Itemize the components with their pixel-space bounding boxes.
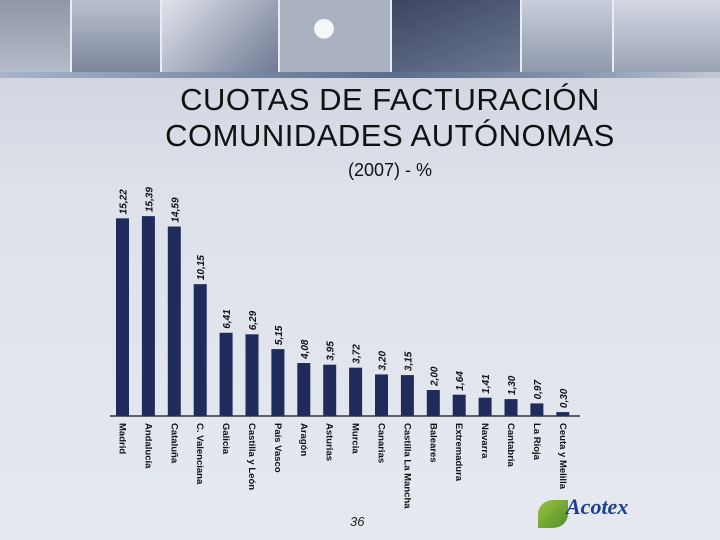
category-label-4: C. Valenciana: [194, 423, 205, 485]
page-title-line-2: COMUNIDADES AUTÓNOMAS: [165, 118, 615, 153]
category-label-16: Cantabria: [505, 423, 516, 468]
bar-17: [530, 403, 544, 416]
value-label-1: 15,22: [119, 189, 130, 214]
bar-8: [297, 363, 311, 416]
category-label-9: Asturias: [324, 423, 335, 461]
bar-13: [426, 390, 440, 416]
bar-18: [556, 412, 570, 416]
value-label-13: 2,00: [429, 366, 440, 387]
value-label-8: 4,08: [300, 339, 311, 360]
value-label-4: 10,15: [196, 255, 207, 280]
value-label-9: 3,95: [326, 341, 337, 361]
value-label-11: 3,20: [378, 351, 389, 371]
value-label-3: 14,59: [170, 197, 181, 222]
value-label-10: 3,72: [352, 344, 363, 364]
value-label-17: 0,97: [533, 380, 544, 400]
value-labels-layer: 15,22 15,39 14,59 10,15 6,41 6,29 5,15 4,08 3,95…: [119, 187, 570, 408]
category-label-2: Andalucía: [142, 423, 153, 469]
logo-text: Acotex: [566, 494, 629, 519]
value-label-7: 5,15: [274, 325, 285, 345]
header-banner: [0, 0, 720, 78]
banner-photo-mannequin: [522, 0, 614, 72]
bar-9: [323, 364, 337, 416]
category-label-15: Navarra: [479, 423, 490, 459]
banner-photo-bed-linen: [162, 0, 280, 72]
banner-photo-buttons: [280, 0, 392, 72]
category-label-10: Murcia: [350, 423, 361, 454]
banner-photo-clothes-rack: [72, 0, 162, 72]
value-label-5: 6,41: [222, 309, 233, 329]
bar-2: [141, 216, 155, 416]
chart-subtitle: (2007) - %: [347, 160, 433, 180]
bar-5: [219, 332, 233, 416]
category-label-13: Baleares: [427, 423, 438, 463]
category-label-1: Madrid: [117, 423, 128, 454]
bar-11: [375, 374, 388, 416]
acotex-logo: Acotex: [538, 494, 668, 532]
bar-10: [349, 367, 363, 416]
value-label-15: 1,41: [481, 374, 492, 394]
bar-7: [271, 349, 285, 416]
category-label-18: Ceuta y Melilla: [557, 423, 568, 490]
page-number: 36: [350, 514, 365, 529]
bar-16: [504, 399, 518, 416]
category-label-5: Galicia: [220, 423, 231, 455]
category-label-7: País Vasco: [272, 423, 283, 473]
category-label-8: Aragón: [298, 423, 309, 456]
category-label-17: La Rioja: [531, 423, 542, 461]
value-label-16: 1,30: [507, 375, 518, 395]
bar-3: [167, 226, 181, 416]
banner-photo-shop-interior: [0, 0, 72, 72]
banner-photo-fabric: [392, 0, 522, 72]
value-label-18: 0,30: [559, 388, 570, 408]
bar-14: [452, 394, 466, 416]
category-label-14: Extremadura: [453, 423, 464, 482]
value-label-6: 6,29: [248, 310, 259, 330]
logo-leaf-icon: [538, 500, 568, 528]
category-labels-layer: Madrid Andalucía Cataluña C. Valenciana Gali…: [117, 423, 568, 509]
bar-6: [245, 334, 259, 416]
category-label-12: Castilla La Mancha: [401, 423, 412, 509]
bars-layer: [116, 216, 570, 416]
value-label-12: 3,15: [403, 351, 414, 371]
bar-12: [400, 375, 414, 416]
category-label-11: Canarias: [376, 423, 387, 463]
value-label-2: 15,39: [144, 187, 155, 212]
page-title-line-1: CUOTAS DE FACTURACIÓN: [180, 82, 600, 117]
category-label-6: Castilla y León: [246, 423, 257, 490]
bar-15: [478, 397, 492, 416]
value-label-14: 1,64: [455, 371, 466, 391]
banner-photo-store: [614, 0, 720, 72]
bar-4: [193, 284, 207, 416]
bar-1: [116, 218, 129, 416]
category-label-3: Cataluña: [168, 423, 179, 464]
